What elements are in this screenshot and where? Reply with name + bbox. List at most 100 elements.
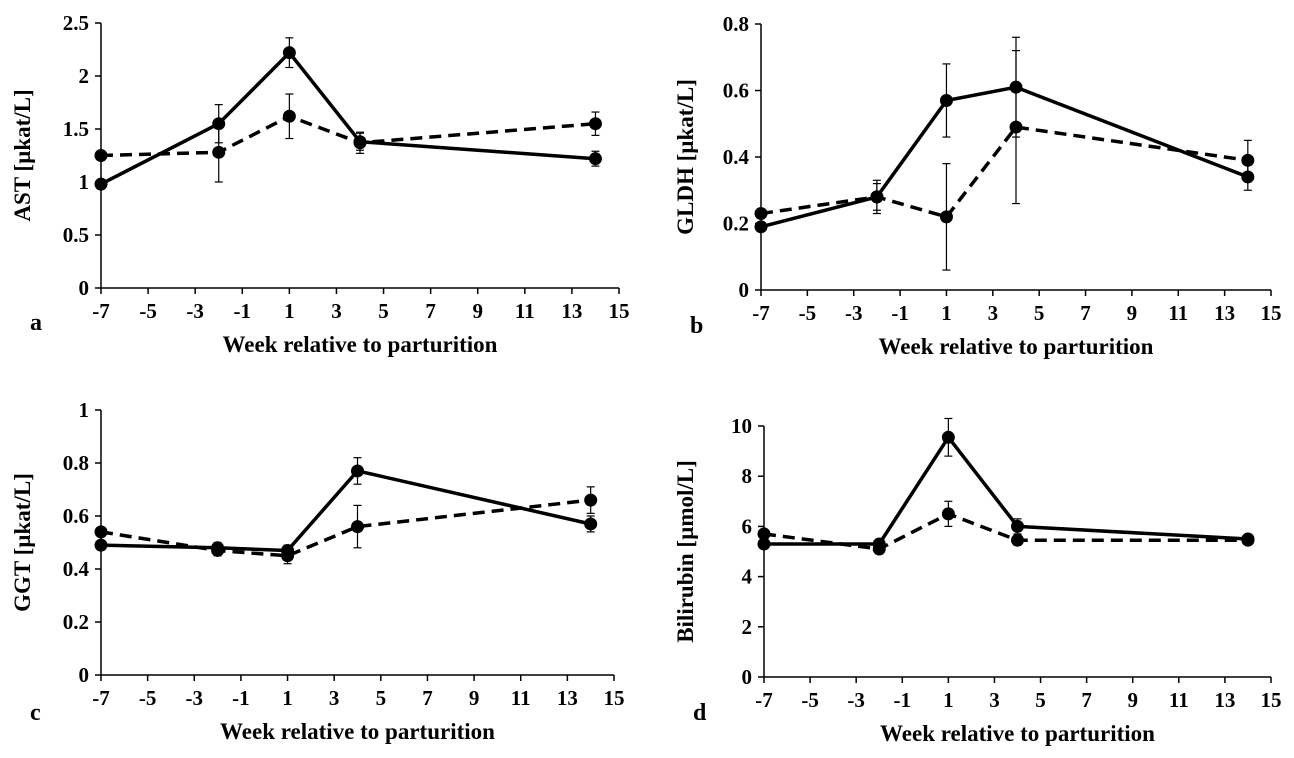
y-tick-label: 0.6: [63, 504, 89, 528]
series-dashed-point: [939, 210, 953, 224]
x-tick-label: -3: [186, 299, 204, 323]
x-tick-label: 11: [515, 299, 535, 323]
series-solid-point: [588, 152, 602, 166]
series-solid-line: [764, 435, 1249, 546]
series-dashed-point: [94, 149, 108, 162]
y-tick-label: 2.5: [63, 11, 89, 35]
x-tick-label: -1: [891, 301, 909, 325]
y-tick-label: 0: [79, 663, 90, 687]
x-tick-label: 13: [557, 686, 578, 710]
series-dashed-point: [757, 527, 771, 541]
x-tick-label: -1: [232, 686, 250, 710]
series-dashed-point: [872, 542, 886, 556]
y-tick-label: 0.5: [63, 223, 89, 247]
y-tick-label: 8: [742, 464, 753, 488]
x-tick-label: 13: [561, 299, 582, 323]
panel-letter: a: [30, 310, 42, 336]
x-axis-label: Week relative to parturition: [223, 332, 498, 357]
series-dashed-point: [1241, 153, 1255, 167]
panel-letter: b: [690, 313, 703, 339]
y-tick-label: 0: [742, 665, 753, 689]
y-tick-label: 1: [79, 170, 90, 194]
series-dashed-point: [870, 190, 884, 204]
x-tick-label: 9: [1127, 301, 1138, 325]
series-solid-point: [94, 538, 108, 552]
x-tick-label: 9: [1127, 688, 1138, 712]
y-tick-label: 0.4: [63, 557, 90, 581]
series-dashed-point: [212, 145, 226, 159]
x-tick-label: 5: [378, 299, 389, 323]
series-dashed-point: [281, 549, 295, 563]
y-tick-label: 0.2: [63, 610, 89, 634]
series-solid-point: [351, 464, 364, 478]
y-tick-label: 2: [742, 615, 753, 639]
series-solid-point: [757, 537, 771, 551]
x-tick-label: 13: [1214, 301, 1235, 325]
x-tick-label: 9: [469, 686, 480, 710]
x-tick-label: 5: [1035, 688, 1046, 712]
series-solid-point: [1011, 519, 1024, 533]
x-tick-label: -3: [847, 688, 865, 712]
series-solid-point: [282, 46, 296, 60]
y-tick-label: 6: [742, 514, 753, 538]
x-tick-label: -3: [845, 301, 863, 325]
x-axis-label: Week relative to parturition: [880, 721, 1155, 746]
x-tick-label: 9: [472, 299, 483, 323]
series-solid-point: [584, 517, 598, 531]
y-tick-label: 0: [79, 276, 90, 300]
x-tick-label: 3: [988, 301, 999, 325]
series-solid-line: [100, 469, 592, 553]
x-tick-label: 13: [1214, 688, 1235, 712]
y-axis-label: AST [µkat/L]: [10, 89, 35, 221]
x-tick-label: 3: [331, 299, 342, 323]
panel-letter: d: [693, 700, 707, 726]
x-tick-label: 15: [1261, 688, 1282, 712]
x-tick-label: 1: [282, 686, 293, 710]
x-tick-label: -1: [234, 299, 252, 323]
x-tick-label: 5: [1034, 301, 1045, 325]
x-tick-label: 11: [1168, 301, 1188, 325]
series-dashed-line: [760, 125, 1249, 219]
x-tick-label: -7: [92, 686, 110, 710]
series-dashed-point: [588, 117, 602, 131]
y-tick-label: 2: [79, 64, 90, 88]
x-tick-label: 7: [422, 686, 433, 710]
x-tick-label: 7: [1081, 688, 1092, 712]
x-tick-label: 7: [1080, 301, 1091, 325]
series-solid-point: [94, 177, 108, 191]
series-dashed-point: [941, 507, 955, 521]
series-dashed-point: [1009, 120, 1023, 134]
y-tick-label: 10: [731, 414, 752, 438]
y-tick-label: 0.8: [63, 451, 89, 475]
series-dashed-point: [1241, 533, 1255, 547]
x-tick-label: -5: [801, 688, 819, 712]
x-tick-label: 15: [1261, 301, 1282, 325]
y-tick-label: 4: [742, 565, 753, 589]
series-solid-point: [941, 430, 955, 444]
y-tick-label: 0: [739, 278, 750, 302]
x-tick-label: 15: [604, 686, 625, 710]
x-tick-label: 11: [511, 686, 531, 710]
series-dashed-point: [94, 525, 108, 539]
series-dashed-point: [282, 109, 296, 123]
x-tick-label: 11: [1169, 688, 1189, 712]
x-tick-label: -7: [752, 301, 770, 325]
x-tick-label: 3: [989, 688, 1000, 712]
x-tick-label: -5: [139, 686, 157, 710]
x-tick-label: -7: [92, 299, 110, 323]
series-solid-point: [939, 93, 953, 107]
y-axis-label: Bilirubin [µmol/L]: [673, 460, 698, 643]
y-axis-label: GLDH [µkat/L]: [673, 79, 698, 235]
x-tick-label: -3: [186, 686, 204, 710]
series-dashed-line: [100, 114, 596, 158]
y-tick-label: 0.2: [723, 212, 749, 236]
series-solid-line: [760, 85, 1249, 229]
series-dashed-point: [353, 136, 367, 150]
x-tick-label: 3: [329, 686, 340, 710]
x-tick-label: 5: [376, 686, 387, 710]
x-tick-label: -7: [755, 688, 773, 712]
